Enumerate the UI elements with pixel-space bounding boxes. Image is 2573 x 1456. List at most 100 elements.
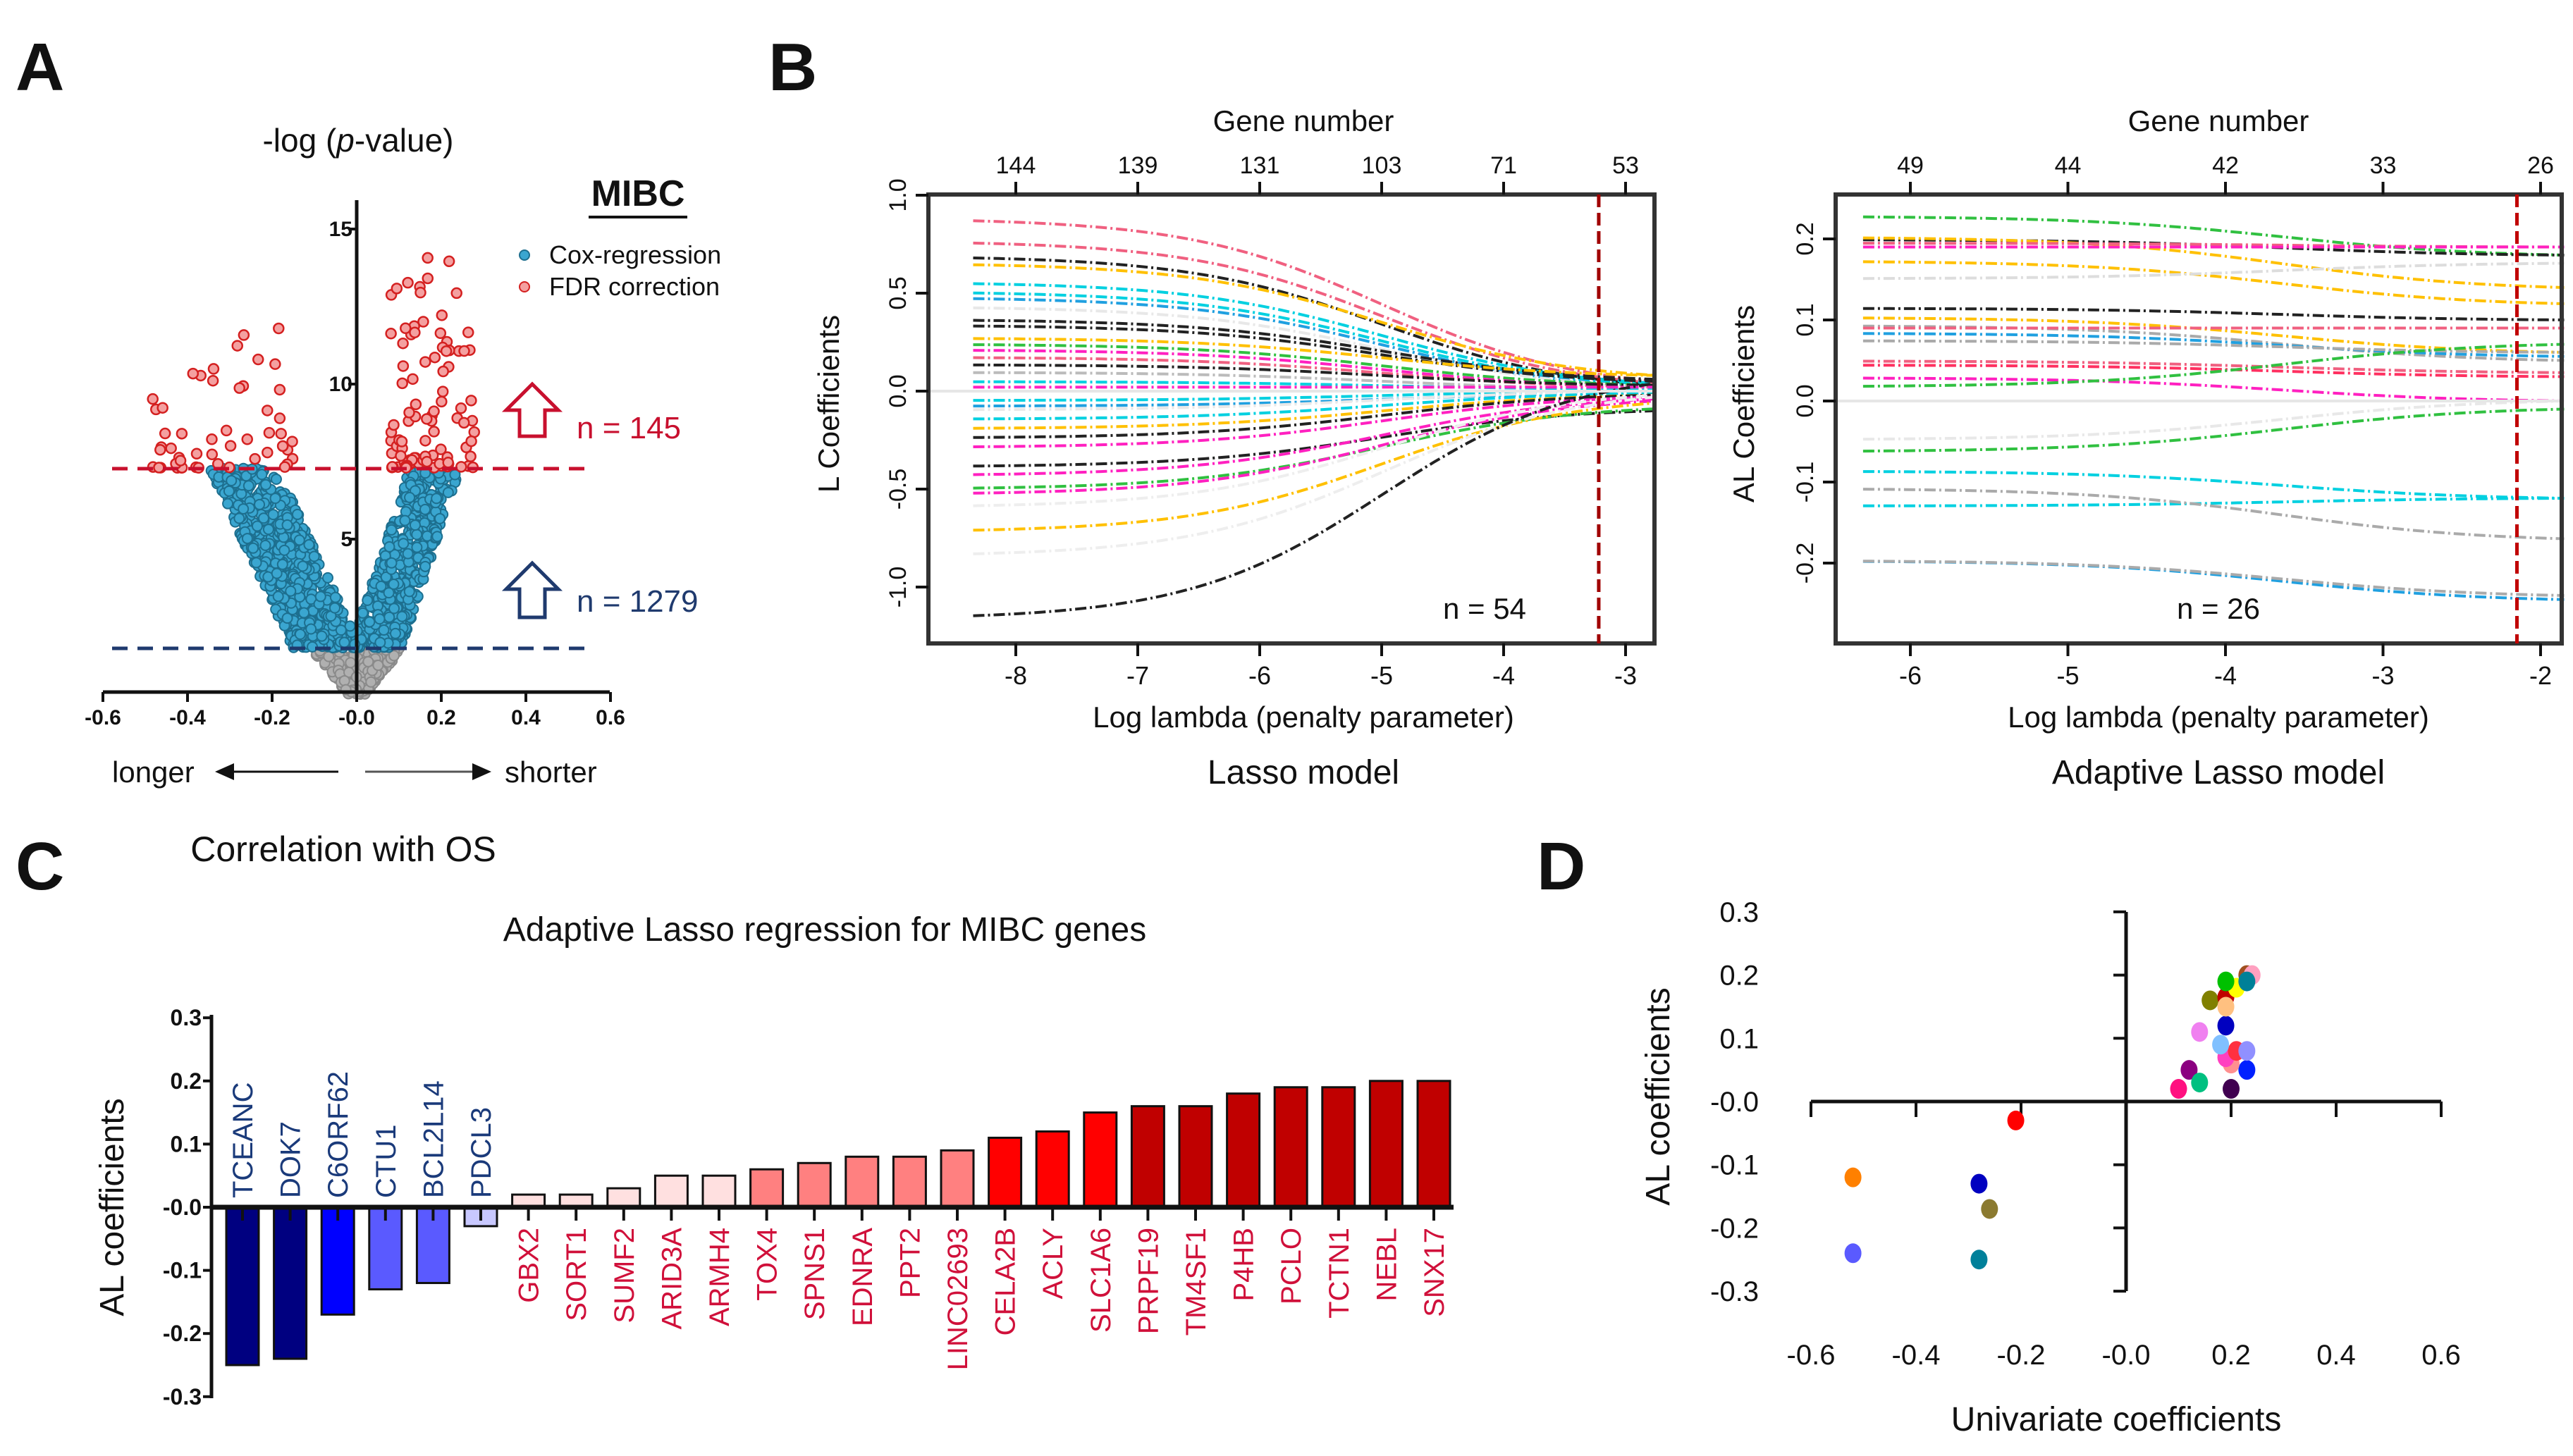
- cox-count-label: n = 1279: [577, 584, 699, 619]
- al-paths: [1836, 215, 2565, 601]
- bar-y-tick-label: -0.3: [163, 1384, 202, 1409]
- coefficient-path: [973, 381, 1657, 617]
- scatter-y-title: AL coefficients: [1640, 987, 1677, 1206]
- fdr-point: [421, 413, 433, 425]
- bar-label: DOK7: [276, 1121, 307, 1198]
- volcano-y-tick-label: 5: [340, 528, 352, 551]
- fdr-point: [395, 436, 408, 448]
- cox-point: [285, 585, 297, 597]
- scatter-point: [2238, 971, 2256, 992]
- cox-point: [396, 610, 408, 622]
- cox-point: [321, 572, 333, 584]
- fdr-point: [434, 327, 447, 340]
- coefficient-path: [1862, 470, 2565, 500]
- coefficient-path: [1862, 488, 2565, 541]
- fdr-point: [414, 286, 426, 299]
- cox-point: [383, 541, 395, 553]
- bar-tceanc: [225, 1206, 260, 1366]
- bar-label: CTU1: [371, 1125, 402, 1198]
- nonsignificant-point: [362, 655, 374, 667]
- bar-label: SPNS1: [799, 1228, 830, 1320]
- gene-number-tick-label: 103: [1362, 152, 1402, 179]
- bar-label: TOX4: [752, 1228, 783, 1301]
- bar-snx17: [1416, 1080, 1451, 1209]
- fdr-point: [410, 398, 422, 411]
- cox-point: [375, 580, 387, 592]
- coefficient-path: [1862, 497, 2565, 507]
- fdr-point: [187, 367, 199, 380]
- scatter-point: [2191, 1073, 2209, 1093]
- volcano-x-tick-label: -0.6: [85, 706, 121, 729]
- cox-point: [271, 567, 283, 579]
- scatter-y-tick-label: -0.0: [1710, 1087, 1759, 1118]
- fdr-point: [263, 426, 276, 439]
- lasso-subtitle: Lasso model: [1208, 754, 1399, 791]
- fdr-point: [238, 329, 250, 341]
- coefficient-path: [1862, 560, 2565, 601]
- y-tick-label: -0.1: [1792, 462, 1819, 503]
- bar-label: CELA2B: [990, 1228, 1021, 1335]
- lasso-paths: [928, 219, 1657, 617]
- bar-label: P4HB: [1229, 1228, 1260, 1302]
- coefficient-path: [1862, 260, 2565, 305]
- cox-point: [328, 602, 340, 614]
- coefficient-path: [1862, 236, 2565, 289]
- adaptive-lasso-path-plot: Gene number -6 -5 -4 -3 -2 49 44 42 33 26 0.2 0.1 0.…: [1727, 104, 2565, 791]
- scatter-x-tick-label: -0.2: [1997, 1340, 2046, 1371]
- nonsignificant-point: [365, 676, 377, 688]
- nonsignificant-point: [345, 657, 357, 669]
- cox-point: [256, 469, 268, 481]
- fdr-point: [274, 412, 286, 424]
- gene-number-tick-label: 53: [1612, 152, 1639, 179]
- gene-number-tick-label: 33: [2370, 152, 2397, 179]
- fdr-point: [428, 426, 440, 438]
- fdr-point: [465, 435, 477, 448]
- bar-ednra: [845, 1155, 880, 1209]
- coefficient-path: [1862, 364, 2565, 378]
- bar-label: PCLO: [1276, 1228, 1307, 1304]
- fdr-point: [224, 440, 237, 452]
- al-plot-frame: [1834, 192, 2564, 646]
- direction-shorter-label: shorter: [505, 755, 597, 789]
- fdr-point: [154, 443, 166, 456]
- lasso-y-title: L Coefficients: [812, 315, 845, 493]
- scatter-x-tick-label: 0.2: [2211, 1340, 2251, 1371]
- al-n-annotation: n = 26: [2177, 592, 2260, 625]
- coefficient-path: [973, 393, 1657, 507]
- fdr-point: [422, 252, 434, 264]
- scatter-point: [2217, 997, 2235, 1017]
- cox-point: [233, 512, 245, 524]
- fdr-point: [422, 272, 434, 285]
- fdr-point: [156, 402, 168, 414]
- scatter-x-title: Univariate coefficients: [1951, 1401, 2282, 1438]
- lasso-top-axis-title: Gene number: [1213, 104, 1394, 137]
- cox-point: [364, 616, 376, 628]
- al-subtitle: Adaptive Lasso model: [2052, 754, 2385, 791]
- fdr-count-label: n = 145: [577, 411, 681, 445]
- lasso-path-plot: Gene number -8 -7 -6 -5 -4 -3 144 139 131 103 71 53…: [812, 104, 1657, 791]
- fdr-point: [176, 428, 188, 440]
- fdr-point: [252, 353, 264, 366]
- fdr-point: [159, 427, 171, 440]
- fdr-point: [231, 340, 243, 352]
- cox-point: [338, 636, 350, 648]
- bar-slc1a6: [1083, 1111, 1118, 1209]
- bar-acly: [1035, 1130, 1070, 1209]
- gene-number-tick-label: 44: [2055, 152, 2082, 179]
- fdr-point: [262, 405, 274, 417]
- y-tick-label: 0.0: [1792, 384, 1819, 417]
- scatter-point: [2217, 971, 2235, 992]
- bar-armh4: [701, 1174, 737, 1209]
- bar-tm4sf1: [1178, 1105, 1213, 1209]
- bar-nebl: [1368, 1080, 1404, 1209]
- volcano-y-tick-label: 15: [329, 218, 352, 241]
- scatter-x-tick-label: -0.4: [1892, 1340, 1941, 1371]
- x-tick-label: -7: [1126, 661, 1149, 690]
- scatter-y-tick-label: -0.3: [1710, 1276, 1759, 1307]
- fdr-point: [233, 382, 245, 394]
- cox-up-arrow-icon: [501, 560, 563, 619]
- coefficient-path: [1862, 339, 2565, 354]
- cox-point: [402, 548, 414, 560]
- fdr-point: [147, 393, 159, 405]
- fdr-point: [241, 433, 253, 445]
